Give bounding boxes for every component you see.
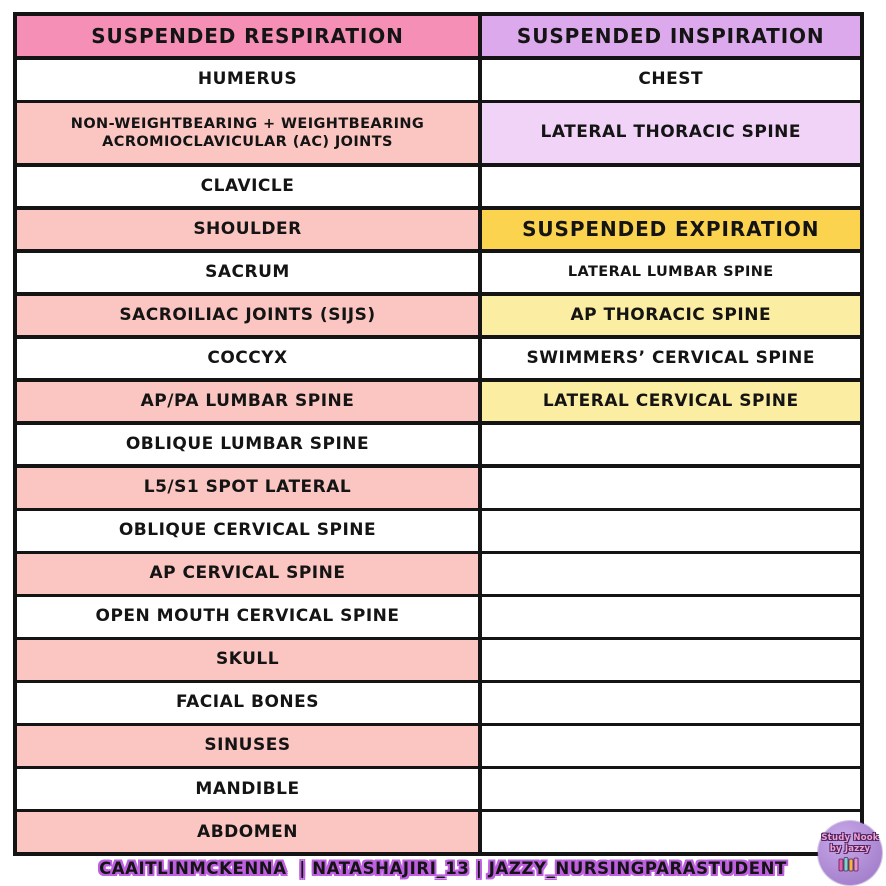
cell-sacrum: SACRUM — [17, 252, 478, 293]
logo-subtitle-text: by Jazzy — [829, 843, 871, 854]
empty-cell — [481, 640, 860, 680]
empty-cell — [481, 166, 860, 207]
cell-lateral-lumbar-spine: LATERAL LUMBAR SPINE — [481, 252, 860, 293]
cell-swimmers-cervical-spine: SWIMMERS’ CERVICAL SPINE — [481, 338, 860, 379]
empty-cell — [481, 683, 860, 723]
cell-lateral-cervical-spine: LATERAL CERVICAL SPINE — [481, 381, 860, 422]
cell-ap-cervical-spine: AP CERVICAL SPINE — [17, 554, 478, 594]
cell-oblique-cervical-spine: OBLIQUE CERVICAL SPINE — [17, 511, 478, 551]
breathing-instructions-table: SUSPENDED RESPIRATION SUSPENDED INSPIRAT… — [13, 12, 864, 856]
cell-open-mouth-cervical-spine: OPEN MOUTH CERVICAL SPINE — [17, 597, 478, 637]
cell-ap-thoracic-spine: AP THORACIC SPINE — [481, 295, 860, 336]
cell-sinuses: SINUSES — [17, 726, 478, 766]
empty-cell — [481, 597, 860, 637]
empty-cell — [481, 467, 860, 508]
credits-footer: CAAITLINMCKENNA | NATASHAJIRI_13 | JAZZY… — [99, 859, 787, 878]
cell-mandible: MANDIBLE — [17, 769, 478, 809]
books-icon — [838, 857, 859, 872]
empty-cell — [481, 511, 860, 551]
column-header-suspended-inspiration: SUSPENDED INSPIRATION — [481, 16, 860, 56]
cell-skull: SKULL — [17, 640, 478, 680]
cell-abdomen: ABDOMEN — [17, 812, 478, 852]
cell-facial-bones: FACIAL BONES — [17, 683, 478, 723]
cell-l5-s1-spot-lateral: L5/S1 SPOT LATERAL — [17, 467, 478, 508]
cell-sacroiliac-joints: SACROILIAC JOINTS (SIJS) — [17, 295, 478, 336]
logo-title-text: Study Nook — [821, 833, 879, 844]
empty-cell — [481, 554, 860, 594]
cell-ap-pa-lumbar-spine: AP/PA LUMBAR SPINE — [17, 381, 478, 422]
cell-lateral-thoracic-spine: LATERAL THORACIC SPINE — [481, 103, 860, 163]
cell-oblique-lumbar-spine: OBLIQUE LUMBAR SPINE — [17, 424, 478, 465]
empty-cell — [481, 812, 860, 852]
cell-coccyx: COCCYX — [17, 338, 478, 379]
section-header-suspended-expiration: SUSPENDED EXPIRATION — [481, 209, 860, 250]
cell-ac-joints: NON-WEIGHTBEARING + WEIGHTBEARING ACROMI… — [17, 103, 478, 163]
empty-cell — [481, 726, 860, 766]
column-header-suspended-respiration: SUSPENDED RESPIRATION — [17, 16, 478, 56]
empty-cell — [481, 769, 860, 809]
cell-shoulder: SHOULDER — [17, 209, 478, 250]
cell-clavicle: CLAVICLE — [17, 166, 478, 207]
cell-chest: CHEST — [481, 59, 860, 100]
study-nook-by-jazzy-logo: Study Nook by Jazzy — [818, 821, 882, 885]
empty-cell — [481, 424, 860, 465]
cell-humerus: HUMERUS — [17, 59, 478, 100]
